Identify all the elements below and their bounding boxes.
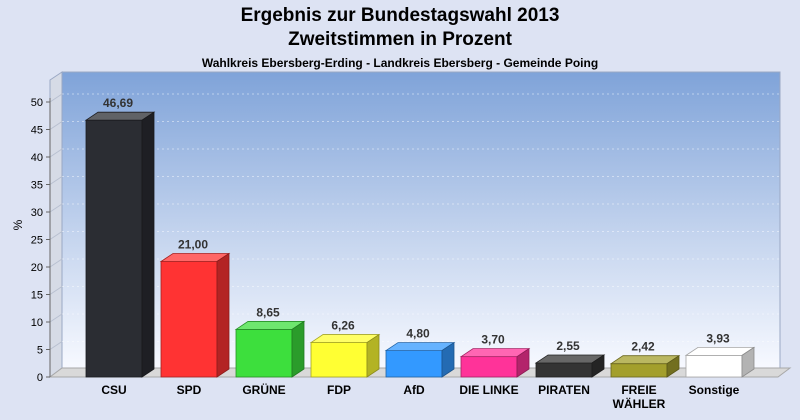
bar-front <box>310 342 368 378</box>
y-axis: 0 5 10 15 20 25 30 35 40 45 50 <box>31 97 51 384</box>
bar-front <box>535 362 593 378</box>
category-label: SPD <box>177 383 202 397</box>
bars <box>84 111 756 378</box>
y-tick-label: 5 <box>37 345 43 357</box>
data-label: 8,65 <box>256 305 280 319</box>
data-label: 3,93 <box>706 331 730 345</box>
y-tick-label: 50 <box>31 97 43 109</box>
bar-front <box>385 350 443 378</box>
y-tick-label: 45 <box>31 125 43 137</box>
y-tick-label: 30 <box>31 207 43 219</box>
y-tick-label: 25 <box>31 235 43 247</box>
grid-line-wall <box>49 93 63 103</box>
bar-6 <box>459 347 531 378</box>
bar-side <box>291 320 305 378</box>
y-tick-label: 35 <box>31 180 43 192</box>
data-label: 21,00 <box>178 238 208 252</box>
data-label: 2,55 <box>556 339 580 353</box>
grid-line-wall <box>49 286 63 295</box>
grid-line-wall <box>49 176 63 185</box>
y-tick-label: 0 <box>37 372 43 384</box>
bar-side <box>666 354 680 378</box>
y-axis-label: % <box>11 219 25 230</box>
category-label: WÄHLER <box>613 396 666 411</box>
bar-side <box>741 346 755 378</box>
bar-8 <box>609 354 681 378</box>
bar-side <box>141 111 155 378</box>
bar-5 <box>384 341 456 378</box>
bar-side <box>366 333 380 378</box>
grid-line-wall <box>49 341 63 350</box>
bar-front <box>460 356 518 378</box>
data-label: 6,26 <box>331 319 355 333</box>
labels: 46,69 CSU 21,00 SPD 8,65 GRÜNE 6,26 FDP 4,80 AfD 3… <box>101 96 739 411</box>
bar-side <box>516 347 530 378</box>
bar-3 <box>234 320 306 378</box>
y-tick-label: 10 <box>31 317 43 329</box>
y-tick-label: 15 <box>31 290 43 302</box>
bar-side <box>591 354 605 378</box>
grid-lines <box>49 93 780 350</box>
category-label: Sonstige <box>689 383 740 397</box>
chart-title-line-2: Zweitstimmen in Prozent <box>288 29 512 50</box>
category-label: FDP <box>327 383 351 397</box>
category-label: AfD <box>403 383 425 397</box>
bar-side <box>216 252 230 378</box>
grid-line-wall <box>49 231 63 240</box>
grid-line-wall <box>49 203 63 213</box>
grid-line-wall <box>49 148 63 158</box>
bar-front <box>85 119 143 378</box>
data-label: 4,80 <box>406 327 430 341</box>
bar-front <box>685 354 743 378</box>
plot-left-wall <box>49 71 63 378</box>
bar-1 <box>84 111 156 378</box>
y-tick-label: 40 <box>31 152 43 164</box>
category-label: FREIE <box>621 383 656 397</box>
bar-7 <box>534 354 606 378</box>
bar-4 <box>309 333 381 378</box>
grid-line-wall <box>49 313 63 323</box>
data-label: 2,42 <box>631 340 655 354</box>
bar-9 <box>684 346 756 378</box>
bar-front <box>235 329 293 378</box>
data-label: 46,69 <box>103 96 133 110</box>
y-tick-label: 20 <box>31 262 43 274</box>
bar-side <box>441 341 455 378</box>
grid-line-wall <box>49 258 63 268</box>
category-label: PIRATEN <box>538 383 590 397</box>
chart-title-block: Ergebnis zur Bundestagswahl 2013 Zweitst… <box>0 4 800 71</box>
chart-subtitle: Wahlkreis Ebersberg-Erding - Landkreis E… <box>201 56 599 70</box>
grid-line-wall <box>49 121 63 130</box>
bar-2 <box>159 252 231 378</box>
category-label: GRÜNE <box>242 382 285 397</box>
bar-front <box>160 261 218 378</box>
data-label: 3,70 <box>481 333 505 347</box>
category-label: CSU <box>101 383 126 397</box>
chart-title-line-1: Ergebnis zur Bundestagswahl 2013 <box>240 5 560 26</box>
category-label: DIE LINKE <box>459 383 518 397</box>
bar-front <box>610 363 668 378</box>
